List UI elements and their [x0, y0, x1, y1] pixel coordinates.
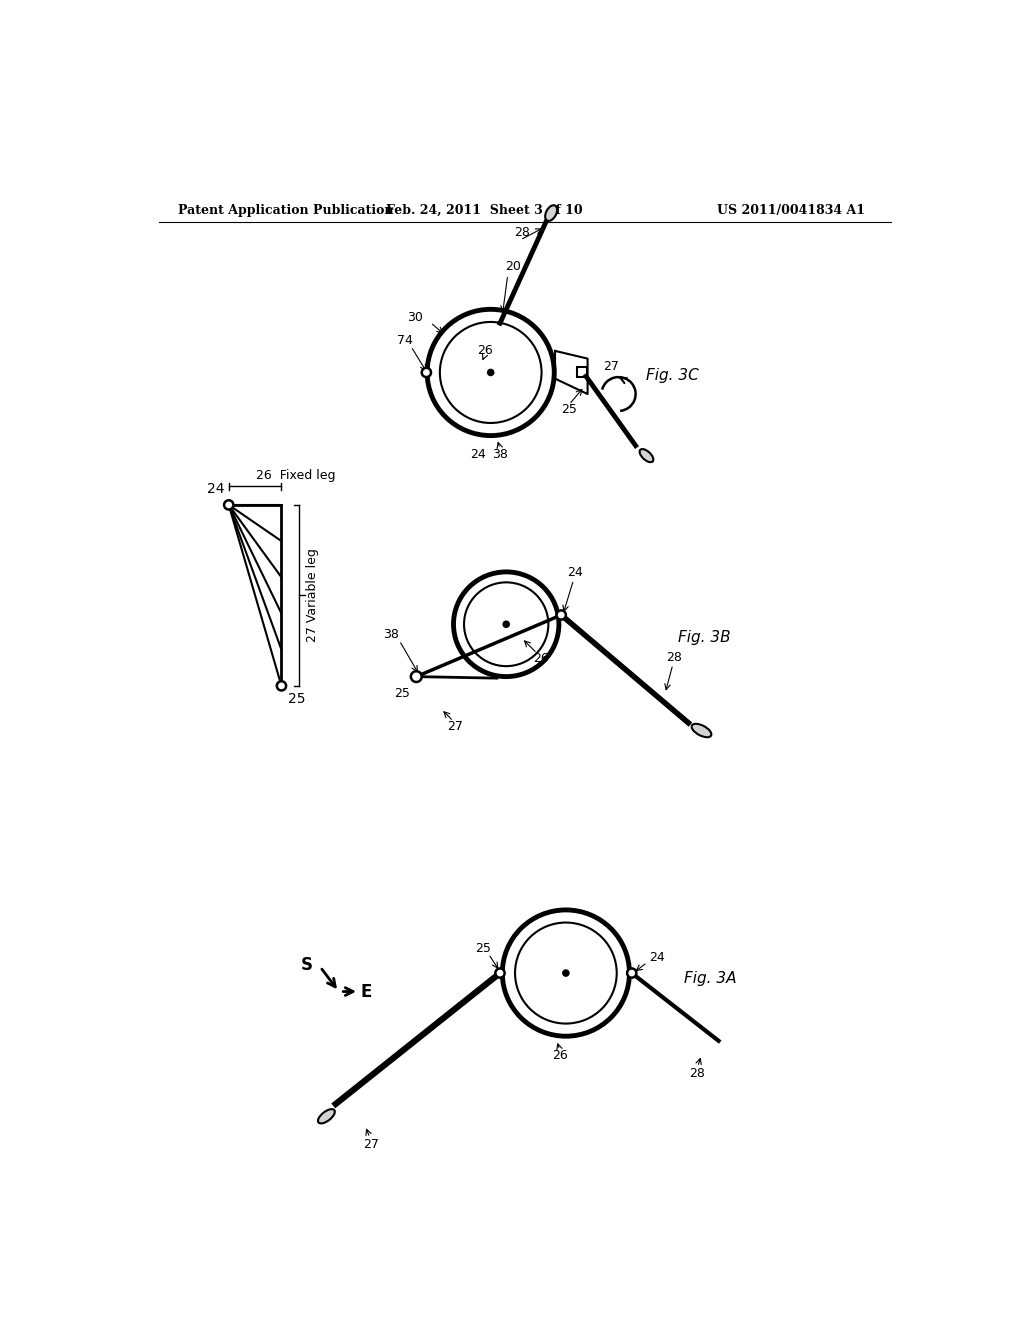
Bar [577, 367, 587, 378]
Circle shape [487, 370, 494, 376]
Circle shape [496, 969, 505, 978]
Text: 27: 27 [362, 1138, 379, 1151]
Circle shape [422, 368, 431, 378]
Text: 74: 74 [396, 334, 413, 347]
Text: 28: 28 [689, 1067, 705, 1080]
Circle shape [276, 681, 286, 690]
Text: 27 Variable leg: 27 Variable leg [306, 548, 319, 643]
Text: 26: 26 [534, 652, 549, 665]
Circle shape [557, 610, 566, 619]
Text: 24: 24 [470, 447, 486, 461]
Circle shape [503, 622, 509, 627]
Text: Patent Application Publication: Patent Application Publication [178, 205, 394, 218]
Text: 25: 25 [561, 403, 578, 416]
Text: Feb. 24, 2011  Sheet 3 of 10: Feb. 24, 2011 Sheet 3 of 10 [386, 205, 583, 218]
Text: 20: 20 [505, 260, 520, 273]
Text: 25: 25 [288, 692, 305, 706]
Text: S: S [300, 957, 312, 974]
Text: 27: 27 [447, 721, 463, 733]
Circle shape [224, 500, 233, 510]
Text: 25: 25 [394, 686, 411, 700]
Text: 30: 30 [407, 310, 423, 323]
Text: 26: 26 [552, 1049, 567, 1063]
Text: E: E [360, 982, 372, 1001]
Ellipse shape [640, 449, 653, 462]
Text: 26  Fixed leg: 26 Fixed leg [256, 469, 336, 482]
Text: Fig. 3C: Fig. 3C [646, 368, 698, 383]
Text: 27: 27 [603, 360, 618, 372]
Text: 28: 28 [667, 651, 682, 664]
Ellipse shape [691, 723, 712, 738]
Circle shape [627, 969, 636, 978]
Text: US 2011/0041834 A1: US 2011/0041834 A1 [717, 205, 865, 218]
Text: 38: 38 [493, 447, 508, 461]
Text: 24: 24 [208, 482, 225, 496]
Text: 24: 24 [649, 952, 665, 964]
Ellipse shape [318, 1109, 335, 1123]
Circle shape [411, 671, 422, 682]
Text: 26: 26 [476, 345, 493, 358]
Text: Fig. 3A: Fig. 3A [684, 972, 737, 986]
Circle shape [563, 970, 569, 975]
Text: 38: 38 [384, 628, 399, 640]
Text: Fig. 3B: Fig. 3B [678, 630, 731, 645]
Ellipse shape [545, 205, 557, 220]
Text: 25: 25 [475, 942, 490, 954]
Text: 24: 24 [567, 566, 583, 579]
Text: 28: 28 [514, 226, 529, 239]
